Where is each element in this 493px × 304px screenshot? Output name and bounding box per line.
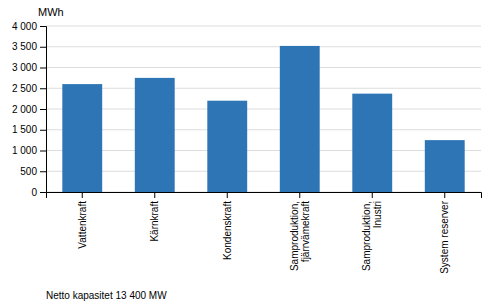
y-tick-mark <box>40 68 46 69</box>
x-tick-label: Kondenskraft <box>222 201 233 260</box>
grid-line <box>46 67 481 68</box>
y-tick-label: 2 500 <box>12 83 37 94</box>
x-tick: Kondenskraft <box>222 192 233 260</box>
y-tick: 2 500 <box>12 83 46 94</box>
y-tick: 2 000 <box>12 104 46 115</box>
x-tick-mark <box>227 192 228 198</box>
y-tick-mark <box>40 151 46 152</box>
grid <box>46 26 481 192</box>
y-tick-label: 1 500 <box>12 124 37 135</box>
x-tick-mark <box>154 192 155 198</box>
y-tick-label: 3 000 <box>12 62 37 73</box>
grid-line <box>46 88 481 89</box>
grid-line <box>46 171 481 172</box>
y-tick: 3 000 <box>12 62 46 73</box>
y-tick-label: 0 <box>31 187 37 198</box>
x-tick-label-line: Samproduktion, <box>289 201 300 271</box>
bar <box>62 84 102 192</box>
bar <box>207 101 247 192</box>
plot-area: 0 500 1 000 1 500 2 000 2 500 3 000 3 500 4 000 V… <box>12 21 482 274</box>
y-tick-label: 4 000 <box>12 21 37 32</box>
chart: 0 500 1 000 1 500 2 000 2 500 3 000 3 500 4 000 V… <box>0 0 493 304</box>
footnote: Netto kapasitet 13 400 MW <box>46 290 167 301</box>
x-tick-label-line: Kärnkraft <box>149 201 160 242</box>
y-tick-mark <box>40 192 46 193</box>
y-tick-label: 500 <box>20 166 37 177</box>
x-tick: Samproduktion,fjärrvämekraft <box>289 192 311 271</box>
grid-line <box>46 46 481 47</box>
y-tick-mark <box>40 26 46 27</box>
y-tick: 4 000 <box>12 21 46 32</box>
x-tick-label: Samproduktion,Inustri <box>361 201 383 271</box>
x-tick-label: System reserver <box>439 200 450 273</box>
x-tick: Kärnkraft <box>149 192 160 242</box>
y-tick-mark <box>40 109 46 110</box>
bar <box>135 78 175 192</box>
y-tick-label: 1 000 <box>12 145 37 156</box>
grid-line <box>46 109 481 110</box>
y-tick: 3 500 <box>12 41 46 52</box>
x-tick-label: Samproduktion,fjärrvämekraft <box>289 201 311 271</box>
y-tick-mark <box>40 47 46 48</box>
grid-line <box>46 26 481 27</box>
x-tick-mark <box>444 192 445 198</box>
x-tick-label-line: Inustri <box>372 201 383 228</box>
y-tick: 1 000 <box>12 145 46 156</box>
x-axis-domain <box>47 193 482 199</box>
x-tick: Vattenkraft <box>77 192 88 249</box>
y-axis: 0 500 1 000 1 500 2 000 2 500 3 000 3 500 4 000 <box>12 21 47 198</box>
bar <box>425 140 465 192</box>
x-tick-label-line: fjärrvämekraft <box>300 201 311 262</box>
x-tick-mark <box>299 192 300 198</box>
x-tick-mark <box>82 192 83 198</box>
x-tick-label: Kärnkraft <box>149 201 160 242</box>
x-tick-label: Vattenkraft <box>77 201 88 249</box>
grid-line <box>46 150 481 151</box>
bar <box>280 46 320 192</box>
y-tick-mark <box>40 130 46 131</box>
x-axis: Vattenkraft Kärnkraft Kondenskraft Samprodu… <box>47 192 482 274</box>
grid-line <box>46 129 481 130</box>
x-tick-mark <box>372 192 373 198</box>
y-tick: 0 <box>31 187 46 198</box>
bars <box>62 46 464 192</box>
y-tick-mark <box>40 88 46 89</box>
y-tick: 500 <box>20 166 46 177</box>
x-tick-label-line: Kondenskraft <box>222 201 233 260</box>
bar <box>352 94 392 192</box>
y-tick: 1 500 <box>12 124 46 135</box>
x-tick-label-line: System reserver <box>439 200 450 273</box>
y-label: MWh <box>38 6 64 18</box>
y-tick-label: 3 500 <box>12 41 37 52</box>
y-tick-mark <box>40 171 46 172</box>
y-tick-label: 2 000 <box>12 104 37 115</box>
x-tick-label-line: Samproduktion, <box>361 201 372 271</box>
x-tick: System reserver <box>439 192 450 274</box>
x-tick: Samproduktion,Inustri <box>361 192 383 271</box>
y-axis-domain <box>40 27 47 193</box>
x-tick-label-line: Vattenkraft <box>77 201 88 249</box>
